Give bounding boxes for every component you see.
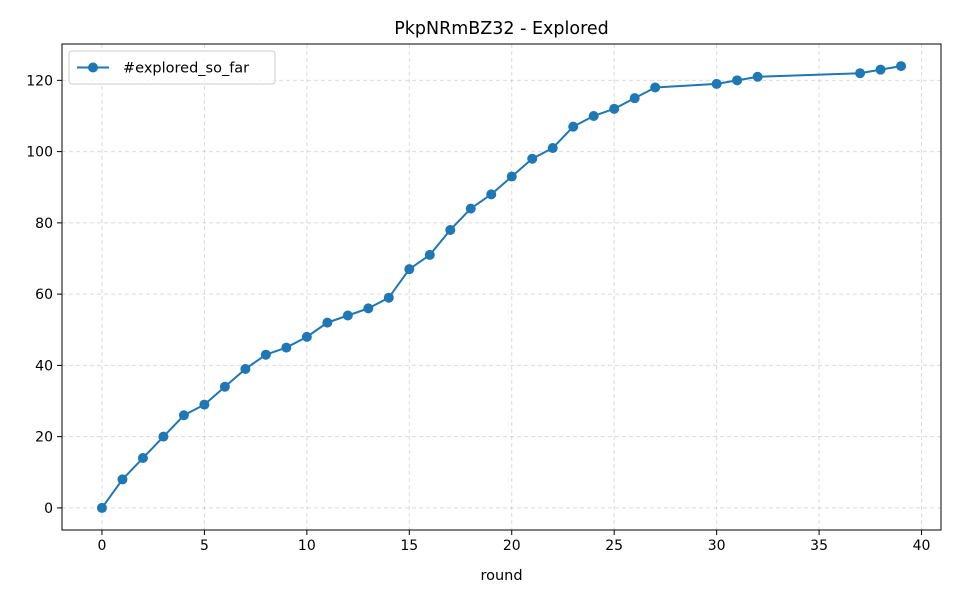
data-point (465, 203, 476, 214)
legend-box (68, 50, 276, 85)
data-point (137, 453, 148, 464)
data-point (527, 153, 538, 164)
legend: #explored_so_far (68, 50, 276, 85)
data-point (404, 264, 415, 275)
y-tick-label: 80 (35, 216, 53, 232)
data-point (342, 310, 353, 321)
data-point (281, 342, 292, 353)
data-point (629, 93, 640, 104)
data-point (445, 224, 456, 235)
y-tick-label: 40 (35, 358, 53, 374)
y-axis: 0 20 40 60 80 100 120 (26, 73, 62, 517)
data-point (219, 381, 230, 392)
data-point (506, 171, 517, 182)
x-tick-label: 0 (97, 538, 106, 554)
series-layer (96, 61, 907, 513)
data-point (855, 68, 866, 79)
data-point (896, 61, 907, 72)
chart-title: PkpNRmBZ32 - Explored (394, 19, 609, 39)
data-point (650, 82, 661, 93)
data-point (588, 110, 599, 121)
data-point (158, 431, 169, 442)
data-point (240, 363, 251, 374)
x-axis-title: round (480, 568, 522, 584)
data-point (609, 103, 620, 114)
series-line (101, 65, 902, 509)
grid-lines (62, 44, 941, 530)
x-tick-label: 15 (400, 538, 418, 554)
y-tick-label: 60 (35, 287, 53, 303)
data-point (363, 303, 374, 314)
data-point (383, 292, 394, 303)
y-tick-label: 20 (35, 430, 53, 446)
data-point (199, 399, 210, 410)
x-axis: 0 5 10 15 20 25 30 35 40 (97, 530, 930, 554)
data-point (322, 317, 333, 328)
data-point (486, 189, 497, 200)
data-point (752, 71, 763, 82)
x-tick-label: 25 (605, 538, 623, 554)
x-tick-label: 5 (200, 538, 209, 554)
data-point (732, 75, 743, 86)
data-point (260, 349, 271, 360)
data-point (547, 143, 558, 154)
data-point (424, 249, 435, 260)
plot-frame (61, 43, 942, 531)
x-tick-label: 30 (708, 538, 726, 554)
data-point (178, 410, 189, 421)
data-point (568, 121, 579, 132)
data-point (301, 331, 312, 342)
data-point (875, 64, 886, 75)
y-tick-label: 120 (26, 73, 53, 89)
data-point (711, 78, 722, 89)
y-tick-label: 0 (44, 501, 53, 517)
x-tick-label: 20 (503, 538, 521, 554)
legend-marker-sample (88, 62, 98, 73)
x-tick-label: 35 (810, 538, 828, 554)
x-tick-label: 10 (298, 538, 316, 554)
y-tick-label: 100 (26, 145, 53, 161)
x-tick-label: 40 (913, 538, 931, 554)
legend-label: #explored_so_far (123, 61, 249, 77)
data-point (117, 474, 128, 485)
data-point (96, 502, 107, 513)
